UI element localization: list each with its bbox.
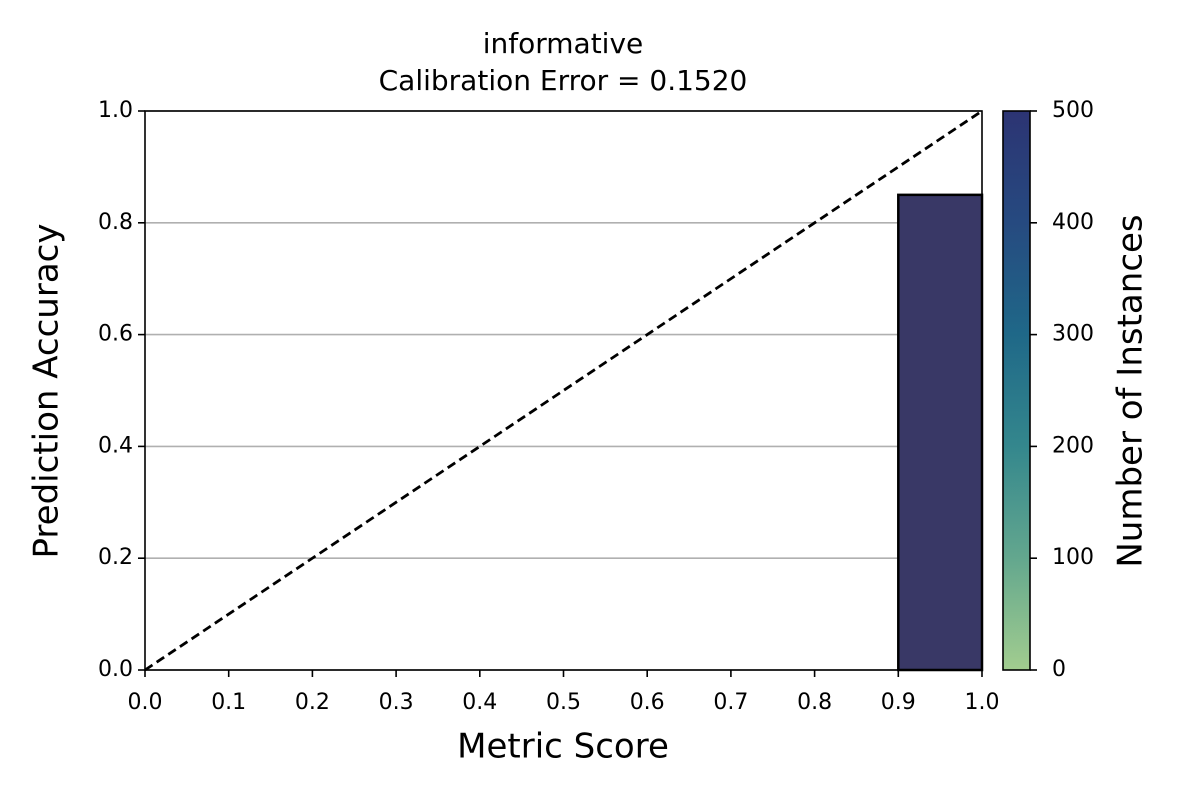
x-tick-label: 1.0 (965, 690, 1000, 715)
colorbar-tick-label: 500 (1052, 98, 1094, 123)
bar (897, 193, 984, 672)
x-tick-label: 0.9 (881, 690, 916, 715)
x-tick-label: 0.2 (295, 690, 330, 715)
x-tick-label: 0.6 (630, 690, 665, 715)
x-tick-label: 0.1 (211, 690, 246, 715)
chart-subtitle: Calibration Error = 0.1520 (379, 64, 748, 97)
x-tick-label: 0.7 (713, 690, 748, 715)
colorbar (1002, 110, 1031, 671)
y-tick-label: 0.0 (98, 657, 133, 682)
y-axis-label: Prediction Accuracy (27, 224, 67, 559)
colorbar-tick-label: 200 (1052, 433, 1094, 458)
y-tick-label: 0.4 (98, 433, 133, 458)
chart-title: informative (483, 27, 644, 60)
y-tick-label: 0.8 (98, 210, 133, 235)
y-tick-label: 0.6 (98, 322, 133, 347)
colorbar-tick-label: 400 (1052, 210, 1094, 235)
y-tick-label: 0.2 (98, 545, 133, 570)
colorbar-label: Number of Instances (1111, 214, 1151, 567)
x-tick-label: 0.8 (797, 690, 832, 715)
x-axis-label: Metric Score (457, 727, 669, 767)
x-tick-label: 0.4 (462, 690, 497, 715)
colorbar-tick-label: 0 (1052, 657, 1066, 682)
x-tick-label: 0.0 (128, 690, 163, 715)
plot-frame (144, 110, 983, 671)
colorbar-tick-label: 100 (1052, 545, 1094, 570)
x-tick-label: 0.3 (379, 690, 414, 715)
x-tick-label: 0.5 (546, 690, 581, 715)
reference-diagonal (144, 109, 983, 672)
y-tick-label: 1.0 (98, 98, 133, 123)
colorbar-tick-label: 300 (1052, 322, 1094, 347)
